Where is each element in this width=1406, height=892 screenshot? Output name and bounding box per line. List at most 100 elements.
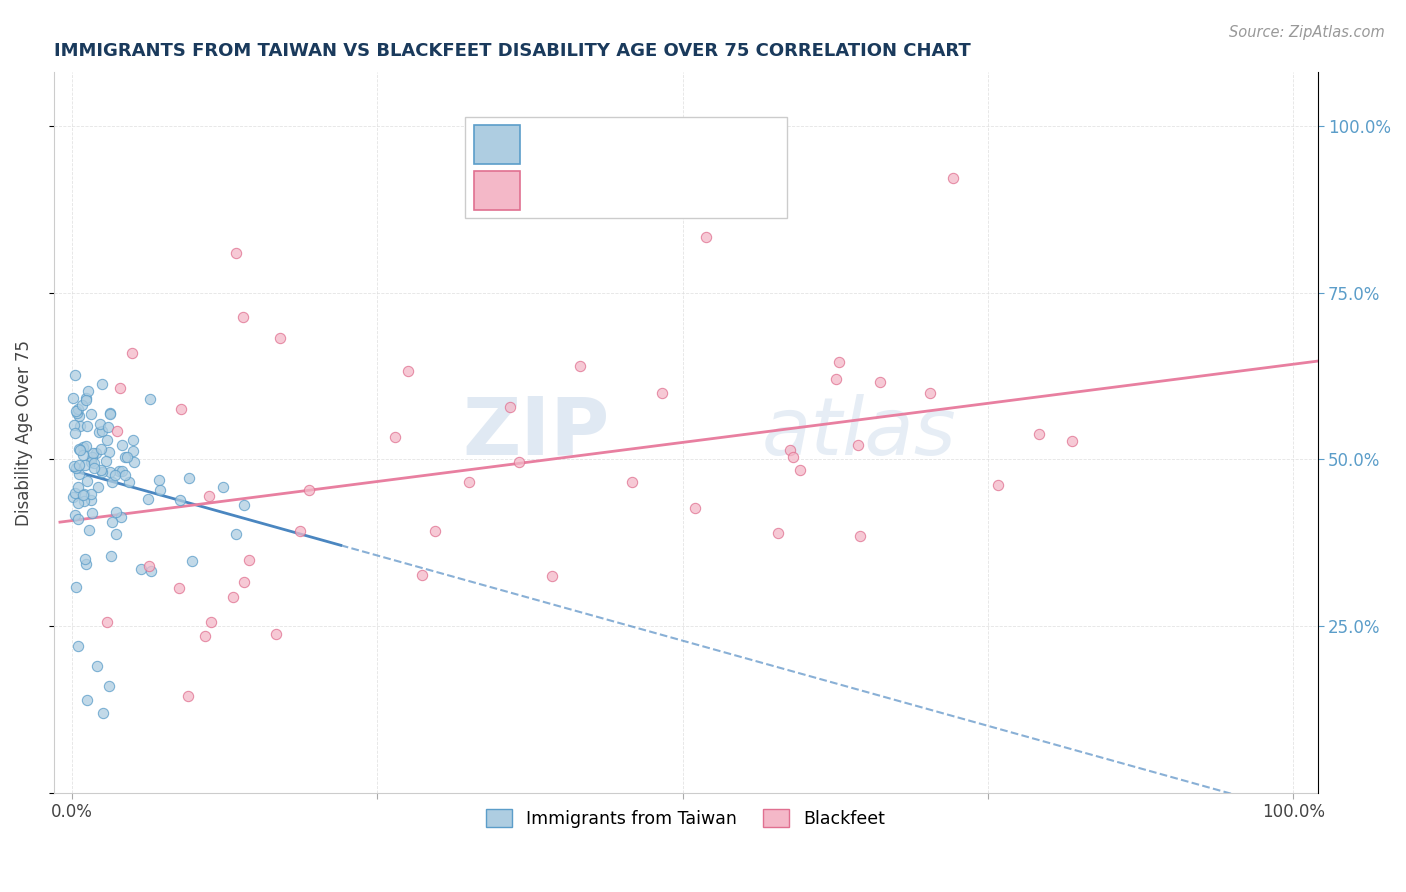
Point — [100, 407, 122, 421]
Point — [200, 615, 222, 629]
Point — [114, 450, 136, 465]
Point — [82, 506, 104, 520]
Text: Source: ZipAtlas.com: Source: ZipAtlas.com — [1229, 25, 1385, 40]
Point — [122, 443, 145, 458]
Point — [782, 450, 804, 464]
Point — [67, 639, 90, 653]
Point — [621, 475, 644, 490]
Point — [66, 512, 89, 526]
Point — [91, 706, 114, 720]
Point — [72, 440, 94, 454]
Point — [89, 417, 111, 432]
Point — [75, 391, 97, 405]
Point — [458, 475, 481, 489]
Point — [121, 346, 143, 360]
Point — [233, 499, 256, 513]
Point — [104, 467, 127, 482]
Point — [264, 627, 287, 641]
Y-axis label: Disability Age Over 75: Disability Age Over 75 — [15, 340, 32, 525]
Point — [87, 480, 110, 494]
Point — [97, 445, 120, 459]
Point — [212, 480, 235, 494]
Point — [97, 679, 120, 693]
Point — [67, 402, 90, 417]
Point — [72, 488, 94, 502]
Point — [80, 493, 103, 508]
Point — [65, 580, 87, 594]
Point — [91, 465, 114, 479]
Point — [98, 465, 121, 479]
Point — [67, 409, 90, 423]
Text: ZIP: ZIP — [463, 393, 610, 472]
Point — [828, 355, 851, 369]
Point — [148, 473, 170, 487]
Point — [65, 508, 87, 522]
Point — [96, 434, 118, 448]
Point — [75, 551, 97, 566]
Point — [114, 467, 136, 482]
Point — [232, 310, 254, 324]
Point — [90, 463, 112, 477]
Point — [779, 443, 801, 458]
Point — [176, 690, 198, 704]
Point — [124, 455, 146, 469]
Point — [72, 494, 94, 508]
Point — [169, 492, 191, 507]
Point — [225, 246, 247, 260]
Point — [180, 553, 202, 567]
Point — [110, 381, 132, 395]
Point — [129, 562, 152, 576]
Point — [79, 454, 101, 468]
Point — [76, 692, 98, 706]
Point — [101, 475, 124, 490]
Point — [177, 470, 200, 484]
Point — [73, 487, 96, 501]
Point — [222, 590, 245, 604]
Point — [98, 406, 121, 420]
Point — [82, 450, 104, 464]
Point — [104, 527, 127, 541]
Point — [82, 446, 104, 460]
Point — [94, 454, 117, 468]
Point — [65, 460, 87, 475]
Point — [194, 629, 217, 643]
Point — [117, 450, 139, 464]
Point — [411, 567, 433, 582]
Point — [269, 331, 291, 345]
Point — [987, 478, 1010, 492]
Point — [105, 425, 128, 439]
Point — [97, 419, 120, 434]
Point — [122, 433, 145, 447]
Point — [149, 483, 172, 497]
Point — [91, 376, 114, 391]
Point — [139, 392, 162, 406]
Legend: Immigrants from Taiwan, Blackfeet: Immigrants from Taiwan, Blackfeet — [479, 802, 891, 835]
Point — [118, 475, 141, 489]
Point — [63, 368, 86, 382]
Point — [89, 425, 111, 439]
Point — [298, 483, 321, 497]
Point — [849, 529, 872, 543]
Point — [86, 659, 108, 673]
Point — [90, 424, 112, 438]
Point — [111, 464, 134, 478]
Point — [918, 385, 941, 400]
Point — [170, 401, 193, 416]
Point — [110, 438, 132, 452]
Point — [63, 418, 86, 433]
Point — [198, 489, 221, 503]
Point — [62, 458, 84, 473]
Point — [384, 430, 406, 444]
Point — [69, 467, 91, 482]
Point — [69, 418, 91, 433]
Point — [695, 229, 717, 244]
Point — [105, 505, 128, 519]
Point — [290, 524, 312, 539]
Point — [62, 490, 84, 504]
Point — [75, 393, 97, 408]
Point — [84, 445, 107, 459]
Point — [101, 516, 124, 530]
Point — [63, 485, 86, 500]
Point — [499, 401, 522, 415]
Point — [83, 460, 105, 475]
